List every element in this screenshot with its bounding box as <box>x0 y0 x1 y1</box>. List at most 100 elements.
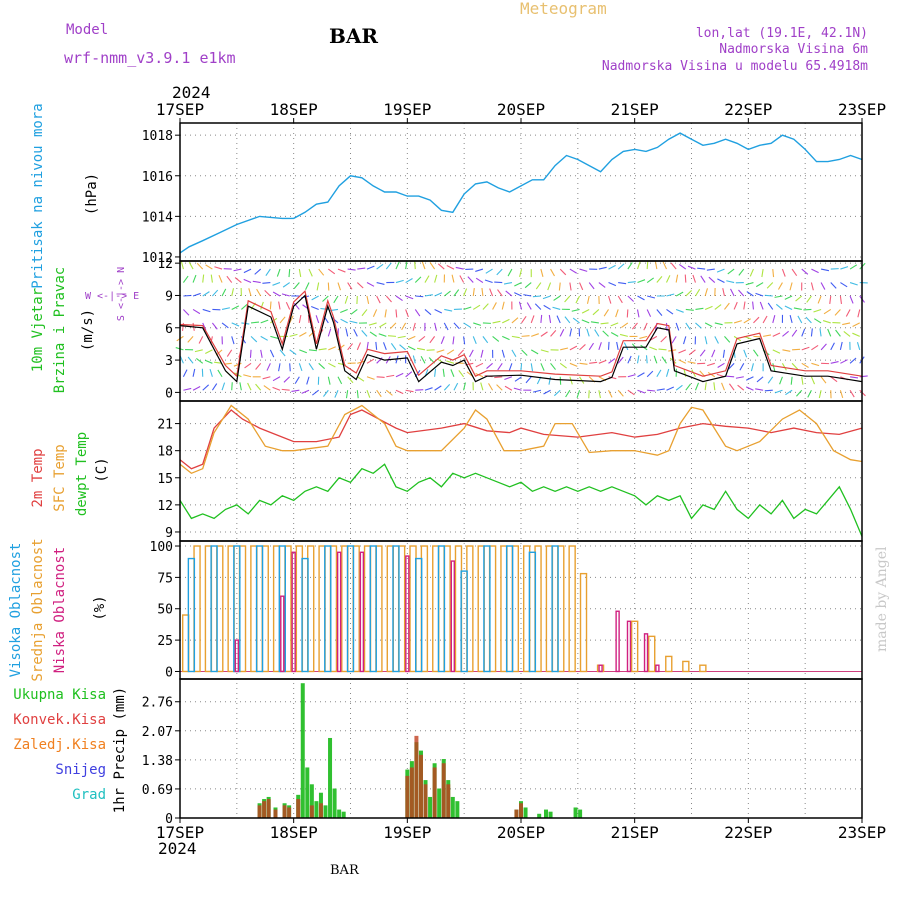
wind-arrow <box>774 295 783 298</box>
wind-arrow <box>511 335 520 339</box>
precip-legend-snow: Snijeg <box>55 762 106 778</box>
precip-total-bar <box>573 807 578 818</box>
wind-gust-line <box>179 290 863 378</box>
wind-arrow <box>616 341 619 350</box>
wind-arrow <box>211 289 219 297</box>
wind-arrow <box>728 362 735 370</box>
x-label-bottom: 17SEP <box>156 823 204 842</box>
precip-total-bar <box>537 813 542 818</box>
wind-arrow <box>733 320 742 324</box>
wind-arrow <box>711 349 716 358</box>
wind-arrow <box>586 295 590 304</box>
wind-arrow <box>405 261 408 270</box>
wind-arrow <box>366 341 369 350</box>
precip-convective-bar <box>414 735 419 818</box>
wind-arrow <box>475 373 484 378</box>
wind-arrow <box>665 275 671 283</box>
wind-arrow <box>678 349 687 354</box>
wind-arrow <box>412 322 416 331</box>
wind-arrow <box>323 389 329 397</box>
cloud-high-bar <box>392 545 400 673</box>
wind-arrow <box>722 288 726 297</box>
wind-arrow <box>293 282 300 289</box>
wind-arrow <box>458 370 465 378</box>
cloud-low-bar <box>450 560 455 673</box>
wind-arrow <box>649 346 658 351</box>
wind-arrow <box>194 349 203 353</box>
wind-arrow <box>440 336 445 345</box>
wind-arrow <box>453 289 460 297</box>
wind-tick-label: 12 <box>157 257 173 272</box>
wind-arrow <box>434 368 437 377</box>
wind-arrow <box>852 332 860 337</box>
precip-convective-bar <box>446 784 451 818</box>
wind-arrow <box>270 335 279 339</box>
wind-arrow <box>356 342 362 351</box>
pressure-unit: (hPa) <box>84 173 100 215</box>
wind-arrow <box>453 322 460 330</box>
wind-arrow <box>524 282 532 289</box>
wind-arrow <box>254 268 262 275</box>
wind-arrow <box>753 349 759 357</box>
wind-arrow <box>569 282 572 291</box>
precip-tick-label: 1.38 <box>142 754 173 769</box>
wind-arrow <box>205 349 213 355</box>
wind-arrow <box>492 335 500 342</box>
temp-label-2: SFC Temp <box>52 444 68 511</box>
wind-arrow <box>746 291 754 297</box>
wind-arrow <box>671 336 677 344</box>
wind-arrow <box>357 376 365 382</box>
wind-arrow <box>660 335 667 343</box>
wind-arrow <box>492 302 497 310</box>
wind-arrow <box>389 322 397 329</box>
wind-arrow <box>250 335 258 343</box>
wind-arrow <box>386 374 395 378</box>
wind-arrow <box>558 282 561 291</box>
wind-arrow <box>357 267 366 270</box>
wind-arrow <box>281 388 290 391</box>
wind-arrow <box>288 269 291 278</box>
precip-legend-convective: Konvek.Kisa <box>13 712 106 728</box>
wind-arrow <box>540 331 548 337</box>
wind-arrow <box>328 268 336 275</box>
wind-arrow <box>646 277 654 283</box>
precip-convective-bar <box>262 801 267 818</box>
wind-arrow <box>840 282 848 288</box>
x-label-bottom: 23SEP <box>838 823 886 842</box>
wind-arrow <box>819 328 822 337</box>
wind-arrow <box>764 294 773 297</box>
wind-arrow <box>244 362 252 369</box>
precip-total-bar <box>544 809 549 818</box>
wind-arrow <box>739 363 745 371</box>
wind-arrow <box>407 345 416 351</box>
wind-arrow <box>305 282 310 290</box>
wind-arrow <box>784 305 793 310</box>
wind-arrow <box>790 376 793 385</box>
wind-arrow <box>188 261 194 270</box>
wind-arrow <box>480 382 484 391</box>
wind-arrow <box>316 282 320 291</box>
wind-arrow <box>366 390 371 398</box>
wind-arrow <box>774 389 783 394</box>
wind-arrow <box>463 288 468 297</box>
precip-convective-bar <box>318 803 323 818</box>
wind-arrow <box>434 292 443 297</box>
wind-arrow <box>675 308 684 313</box>
wind-arrow <box>801 346 810 351</box>
wind-arrow <box>361 330 368 337</box>
wind-arrow <box>520 363 523 372</box>
wind-arrow <box>856 342 861 351</box>
wind-arrow <box>233 268 242 272</box>
wind-unit: (m/s) <box>80 309 96 351</box>
wind-arrow <box>801 268 809 275</box>
wind-arrow <box>849 295 854 304</box>
wind-arrow <box>485 268 493 274</box>
wind-arrow <box>482 303 489 310</box>
wind-arrow <box>379 322 387 328</box>
wind-arrow <box>463 382 466 391</box>
wind-arrow <box>405 295 414 300</box>
wind-arrow <box>548 376 552 385</box>
wind-arrow <box>514 376 522 382</box>
temperature-tick-label: 9 <box>165 526 173 541</box>
